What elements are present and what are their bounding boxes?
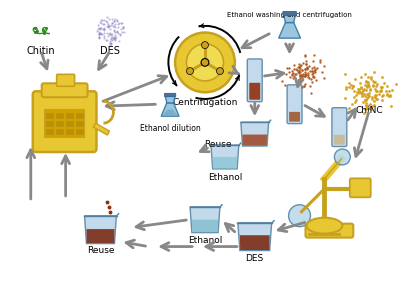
Text: Reuse: Reuse [204,140,232,149]
FancyBboxPatch shape [164,93,176,97]
Circle shape [201,59,209,66]
FancyBboxPatch shape [76,121,84,127]
Text: Ethanol dilution: Ethanol dilution [140,124,200,133]
Text: Reuse: Reuse [87,246,114,255]
Text: ChiNC: ChiNC [356,106,383,115]
Text: Ethanol: Ethanol [208,173,242,182]
Circle shape [186,68,194,75]
Polygon shape [238,223,272,251]
FancyBboxPatch shape [66,121,74,127]
Polygon shape [211,145,239,169]
Polygon shape [94,123,110,135]
Circle shape [202,42,208,49]
Polygon shape [190,207,220,233]
FancyBboxPatch shape [334,135,345,145]
Polygon shape [165,96,175,103]
FancyBboxPatch shape [350,178,371,197]
Text: Ethanol washing and centrifugation: Ethanol washing and centrifugation [227,11,352,18]
FancyBboxPatch shape [44,109,84,137]
FancyBboxPatch shape [76,113,84,119]
Polygon shape [240,235,270,250]
Polygon shape [161,103,179,116]
Circle shape [216,68,224,75]
FancyBboxPatch shape [56,121,64,127]
Text: DES: DES [246,253,264,262]
Circle shape [175,33,235,92]
FancyBboxPatch shape [283,11,296,15]
Polygon shape [279,23,300,38]
FancyBboxPatch shape [46,121,54,127]
FancyBboxPatch shape [76,129,84,135]
FancyBboxPatch shape [247,59,262,102]
Polygon shape [284,15,296,23]
FancyBboxPatch shape [287,85,302,124]
FancyBboxPatch shape [42,83,88,97]
Polygon shape [213,157,237,169]
Text: Chitin: Chitin [26,47,55,56]
Text: Ethanol: Ethanol [188,236,222,245]
Text: DES: DES [100,47,120,56]
FancyBboxPatch shape [46,113,54,119]
FancyBboxPatch shape [57,74,74,86]
Polygon shape [192,220,218,232]
Text: Centrifugation: Centrifugation [172,98,238,107]
Circle shape [334,149,350,165]
Circle shape [186,44,224,81]
Polygon shape [162,110,178,116]
Polygon shape [242,135,267,146]
FancyBboxPatch shape [33,91,96,152]
Circle shape [288,205,310,226]
FancyBboxPatch shape [46,129,54,135]
FancyBboxPatch shape [249,83,260,100]
Ellipse shape [306,218,342,234]
Polygon shape [84,216,116,244]
FancyBboxPatch shape [56,129,64,135]
FancyBboxPatch shape [306,224,353,238]
FancyBboxPatch shape [66,129,74,135]
FancyBboxPatch shape [56,113,64,119]
FancyBboxPatch shape [289,112,300,122]
FancyBboxPatch shape [332,108,347,146]
Polygon shape [241,122,269,146]
FancyBboxPatch shape [66,113,74,119]
Polygon shape [86,229,114,243]
